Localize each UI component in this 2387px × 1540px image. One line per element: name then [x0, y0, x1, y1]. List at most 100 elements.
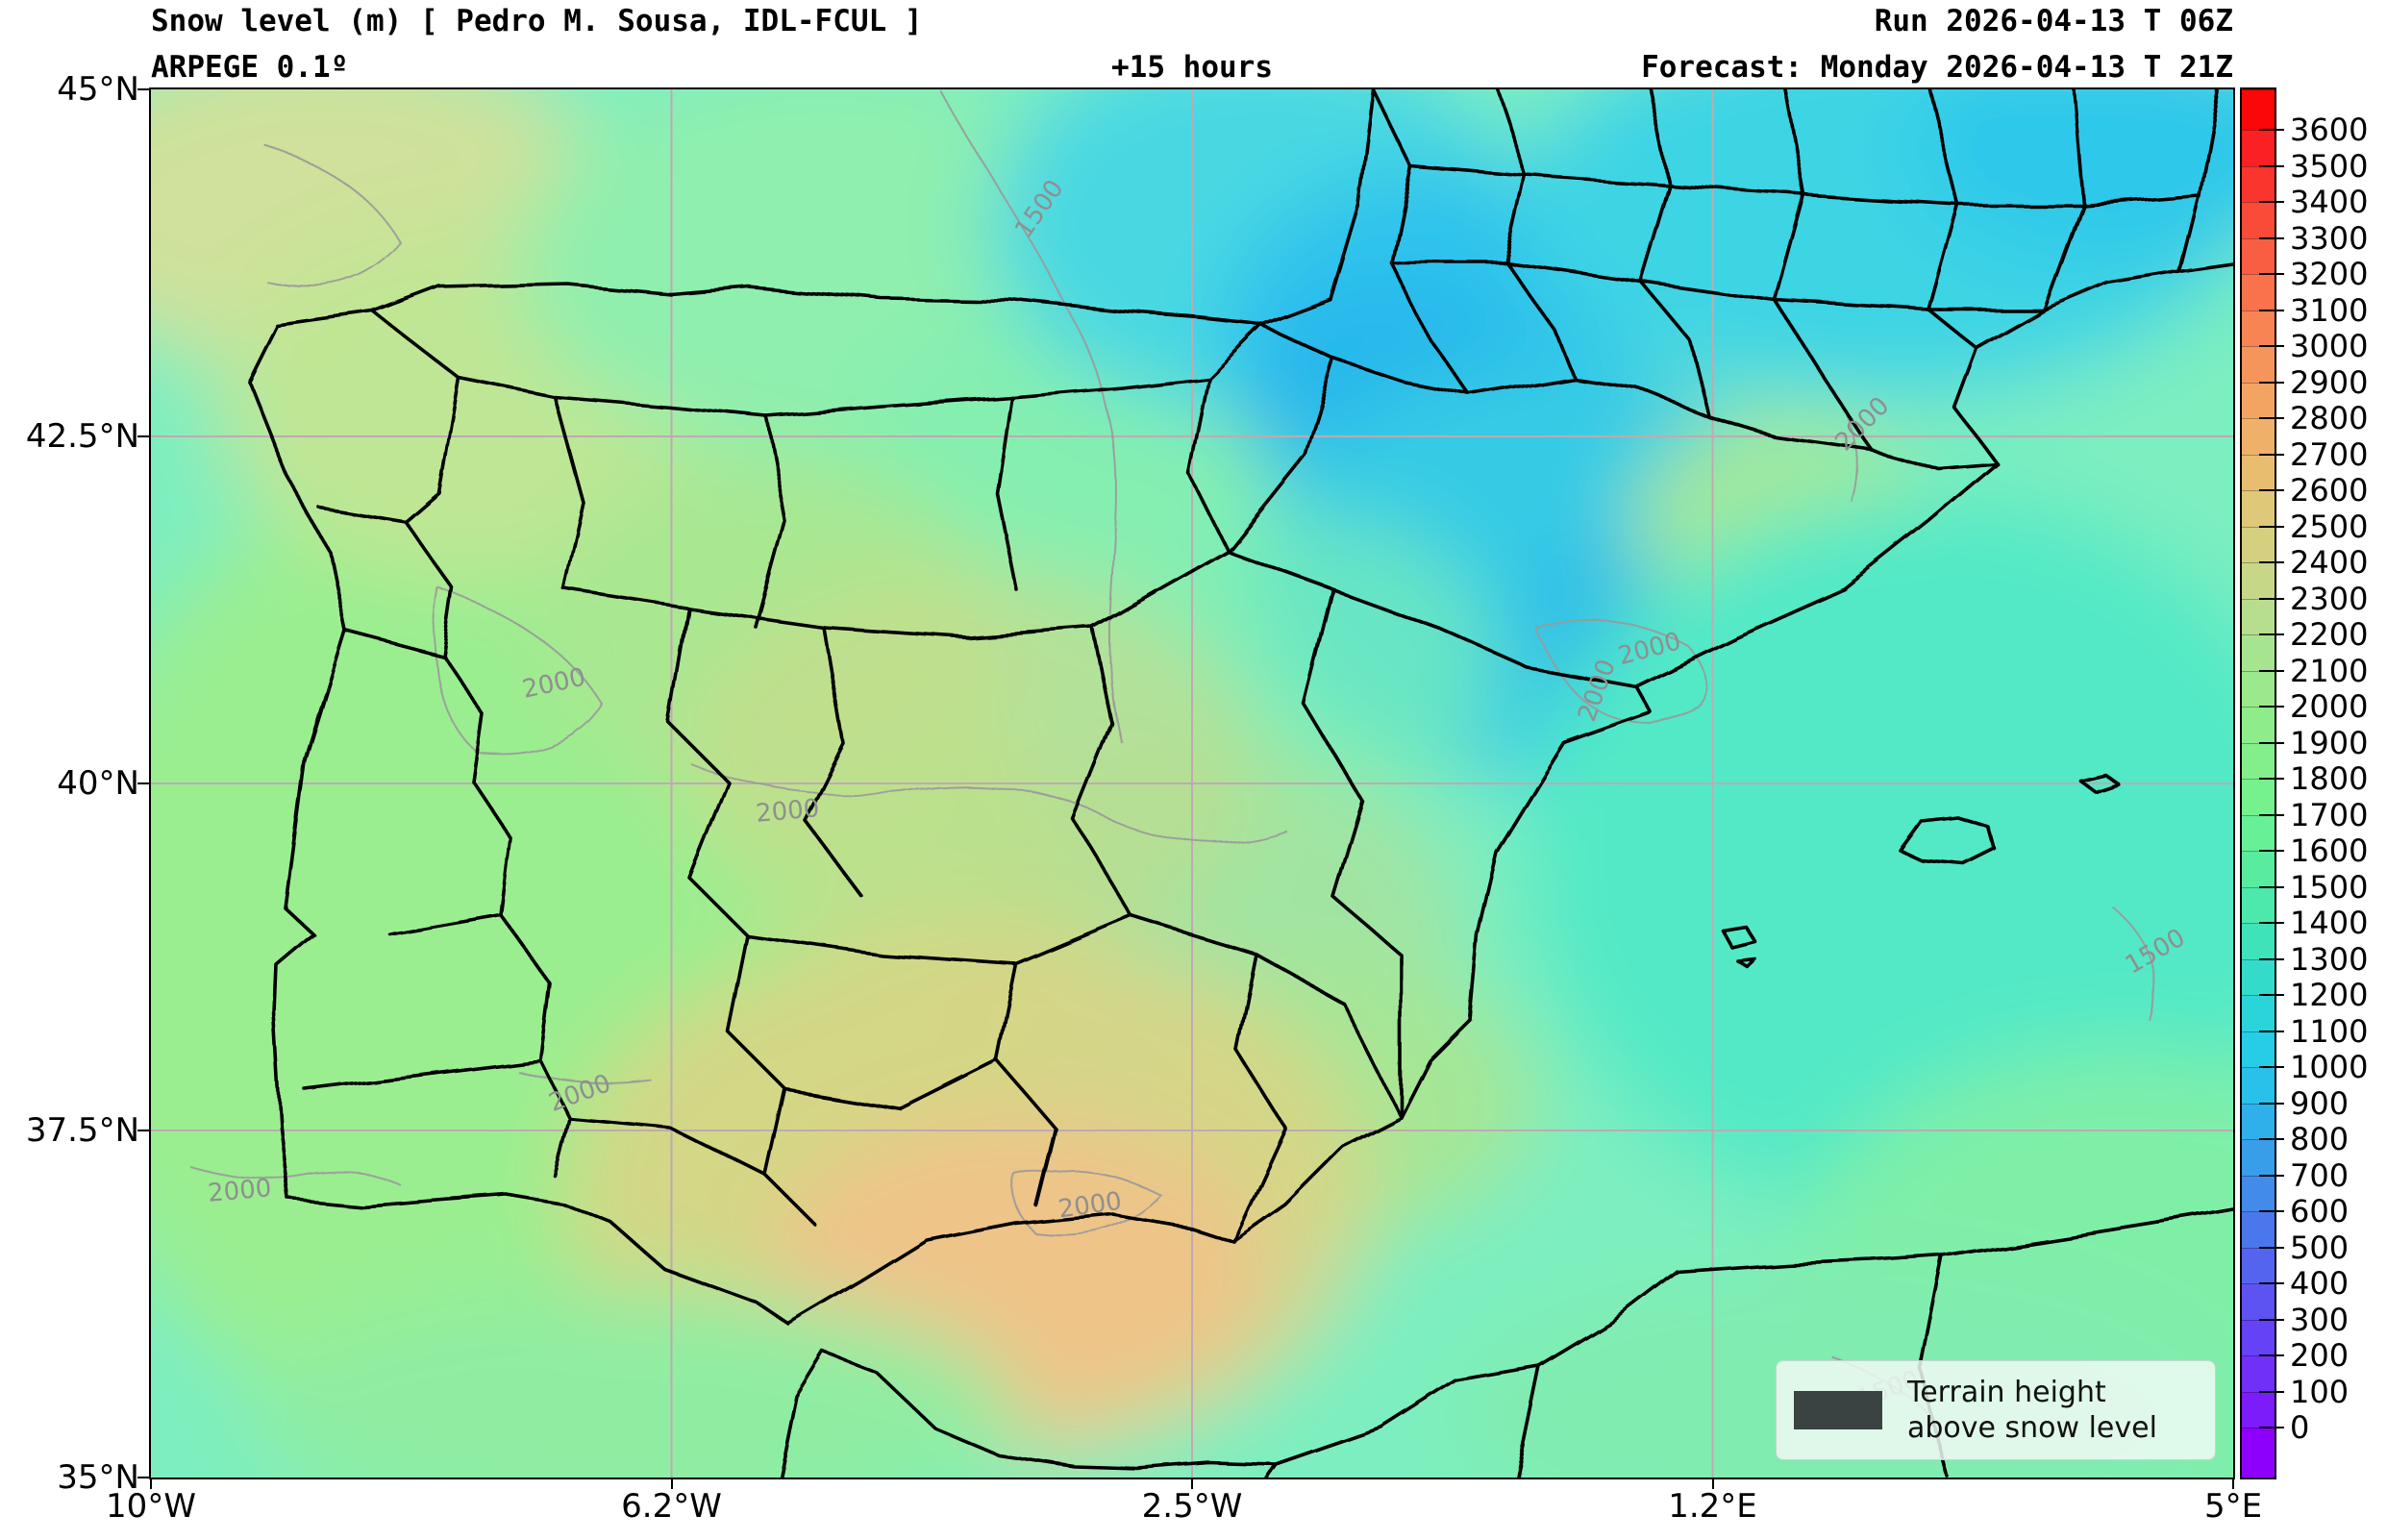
- colorbar-tick-mark: [2259, 489, 2284, 491]
- colorbar-tick-label: 600: [2290, 1193, 2350, 1230]
- colorbar-segment: [2242, 851, 2275, 887]
- border-line: [567, 1116, 768, 1178]
- colorbar-tick-mark: [2259, 1102, 2284, 1105]
- colorbar-tick-mark: [2259, 236, 2284, 239]
- border-line: [1303, 587, 1403, 1119]
- border-line: [783, 1058, 999, 1110]
- lon-tick-mark: [150, 1478, 152, 1489]
- colorbar-tick-mark: [2259, 957, 2284, 960]
- colorbar-tick-label: 200: [2290, 1337, 2350, 1374]
- border-line: [553, 395, 585, 591]
- colorbar-tick-mark: [2259, 1030, 2284, 1032]
- lon-tick-label: 10°W: [106, 1487, 196, 1526]
- colorbar-tick-label: 1400: [2290, 905, 2369, 941]
- colorbar-segment: [2242, 814, 2275, 851]
- colorbar-tick-label: 2200: [2290, 616, 2369, 653]
- border-line: [995, 395, 1018, 591]
- border-line: [803, 626, 864, 899]
- colorbar-tick-mark: [2259, 1066, 2284, 1068]
- colorbar-segment: [2242, 1283, 2275, 1320]
- lat-tick-mark: [137, 1477, 149, 1478]
- colorbar-segment: [2242, 382, 2275, 418]
- colorbar-tick-label: 2500: [2290, 508, 2369, 545]
- colorbar-segment: [2242, 165, 2275, 202]
- lat-tick-label: 40°N: [57, 764, 139, 803]
- border-line: [1514, 1364, 1541, 1478]
- colorbar-over-cap: [2242, 89, 2275, 130]
- colorbar-tick-label: 2600: [2290, 472, 2369, 509]
- colorbar-segment: [2242, 130, 2275, 166]
- border-line: [1735, 956, 1756, 968]
- colorbar-segment: [2242, 995, 2275, 1031]
- colorbar-segment: [2242, 923, 2275, 959]
- colorbar-tick-mark: [2259, 1210, 2284, 1212]
- colorbar-segment: [2242, 526, 2275, 562]
- colorbar-tick-mark: [2259, 525, 2284, 528]
- coastlines-and-borders: [246, 89, 2233, 1478]
- terrain-legend-line1: Terrain height: [1907, 1376, 2106, 1409]
- colorbar-tick-mark: [2259, 1318, 2284, 1321]
- colorbar-tick-mark: [2259, 778, 2284, 780]
- colorbar-tick-mark: [2259, 813, 2284, 816]
- lon-tick-mark: [2232, 1478, 2234, 1489]
- contour-line: [938, 89, 1123, 744]
- lat-tick-mark: [137, 435, 149, 437]
- colorbar-tick-label: 900: [2290, 1084, 2350, 1122]
- colorbar-tick-label: 3200: [2290, 256, 2369, 292]
- colorbar-segment: [2242, 418, 2275, 455]
- colorbar-tick-label: 400: [2290, 1265, 2350, 1302]
- lat-tick-mark: [137, 782, 149, 784]
- border-line: [1259, 323, 2000, 471]
- terrain-legend: Terrain height above snow level: [1776, 1360, 2216, 1460]
- border-line: [317, 506, 571, 1178]
- lon-tick-mark: [1191, 1478, 1193, 1489]
- colorbar-segment: [2242, 1103, 2275, 1139]
- colorbar-tick-mark: [2259, 741, 2284, 744]
- colorbar-tick-label: 500: [2290, 1229, 2350, 1266]
- border-line: [668, 607, 749, 937]
- border-line: [1264, 1462, 1278, 1478]
- colorbar-tick-mark: [2259, 1138, 2284, 1140]
- border-line: [371, 310, 1263, 418]
- contour-line: [2111, 906, 2156, 1023]
- lon-tick-label: 2.5°W: [1141, 1487, 1243, 1526]
- colorbar-segment: [2242, 1247, 2275, 1283]
- lon-tick-mark: [1711, 1478, 1714, 1489]
- contour-line: [688, 761, 1286, 843]
- border-line: [1072, 626, 1133, 918]
- lat-tick-label: 37.5°N: [25, 1111, 139, 1150]
- colorbar-tick-mark: [2259, 922, 2284, 924]
- border-line: [1720, 924, 1756, 949]
- colorbar-tick-mark: [2259, 1174, 2284, 1177]
- border-line: [1389, 261, 2047, 312]
- colorbar-tick-mark: [2259, 850, 2284, 852]
- colorbar-segment: [2242, 1067, 2275, 1104]
- border-line: [1927, 89, 1979, 351]
- colorbar-tick-label: 2400: [2290, 544, 2369, 581]
- colorbar-under-cap: [2242, 1428, 2275, 1478]
- colorbar-segment: [2242, 886, 2275, 923]
- contour-label: 2000: [207, 1174, 273, 1208]
- border-line: [404, 376, 460, 524]
- colorbar-tick-label: 3500: [2290, 147, 2369, 185]
- border-line: [1187, 376, 1230, 553]
- colorbar-tick-mark: [2259, 1246, 2284, 1249]
- colorbar-tick-mark: [2259, 597, 2284, 600]
- colorbar-segment: [2242, 707, 2275, 743]
- colorbar-tick-label: 1100: [2290, 1012, 2369, 1050]
- colorbar-tick-mark: [2259, 201, 2284, 203]
- colorbar-tick-label: 3000: [2290, 328, 2369, 364]
- colorbar-tick-mark: [2259, 706, 2284, 708]
- colorbar-tick-mark: [2259, 994, 2284, 996]
- colorbar-segment: [2242, 310, 2275, 346]
- contour-line: [188, 1165, 402, 1186]
- run-label: Run 2026-04-13 T 06Z: [1874, 4, 2233, 38]
- page-title: Snow level (m) [ Pedro M. Sousa, IDL-FCU…: [151, 4, 923, 38]
- colorbar-tick-label: 2300: [2290, 580, 2369, 617]
- snow-level-map: 1500200020002000200020001500200020002000…: [151, 89, 2233, 1478]
- colorbar-tick-label: 1300: [2290, 940, 2369, 978]
- colorbar-segment: [2242, 1355, 2275, 1392]
- colorbar-tick-label: 2900: [2290, 363, 2369, 401]
- colorbar-tick-mark: [2259, 1390, 2284, 1393]
